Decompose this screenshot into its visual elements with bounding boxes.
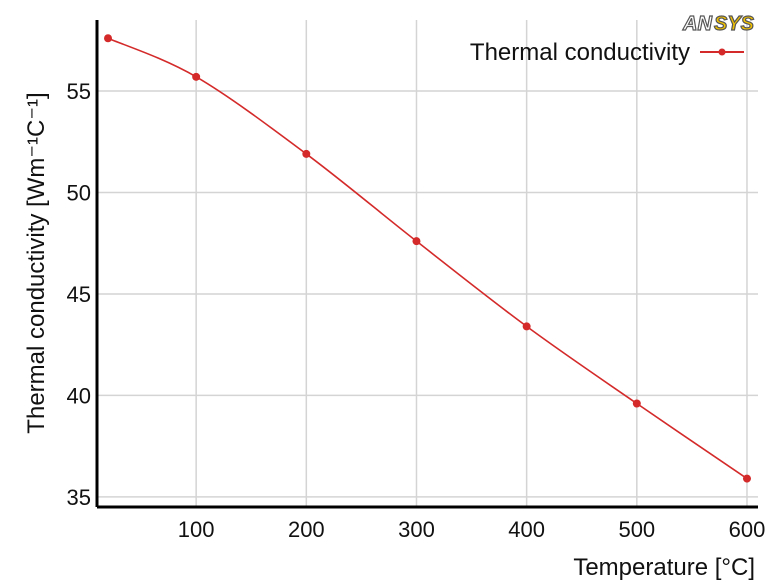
data-point xyxy=(192,72,201,81)
x-tick-labels: 100 200 300 400 500 600 xyxy=(178,517,766,542)
series-layer xyxy=(104,34,751,483)
legend: Thermal conductivity xyxy=(470,39,744,66)
legend-marker-swatch xyxy=(718,48,726,56)
y-tick-label: 45 xyxy=(67,282,91,307)
data-point xyxy=(302,149,311,158)
x-tick-label: 100 xyxy=(178,517,215,542)
x-tick-label: 300 xyxy=(398,517,435,542)
y-tick-labels: 35 40 45 50 55 xyxy=(67,79,91,510)
logo-text-sys: SYS xyxy=(714,13,755,35)
y-tick-label: 50 xyxy=(67,180,91,205)
data-point xyxy=(742,474,751,483)
y-tick-label: 35 xyxy=(67,485,91,510)
x-tick-label: 500 xyxy=(618,517,655,542)
y-tick-label: 40 xyxy=(67,383,91,408)
grid xyxy=(97,20,758,507)
series-line xyxy=(107,37,748,480)
x-axis-label: Temperature [°C] xyxy=(573,554,755,581)
logo-text-an: AN xyxy=(682,13,712,35)
data-point xyxy=(522,322,531,331)
y-tick-label: 55 xyxy=(67,79,91,104)
legend-label: Thermal conductivity xyxy=(470,39,690,66)
data-point xyxy=(412,237,421,246)
data-point xyxy=(632,399,641,408)
y-axis-label: Thermal conductivity [Wm⁻¹C⁻¹] xyxy=(23,92,50,433)
axes xyxy=(95,20,758,509)
x-tick-label: 600 xyxy=(729,517,766,542)
ansys-logo: AN SYS xyxy=(681,12,755,35)
data-point xyxy=(104,34,113,43)
x-tick-label: 400 xyxy=(508,517,545,542)
x-tick-label: 200 xyxy=(288,517,325,542)
